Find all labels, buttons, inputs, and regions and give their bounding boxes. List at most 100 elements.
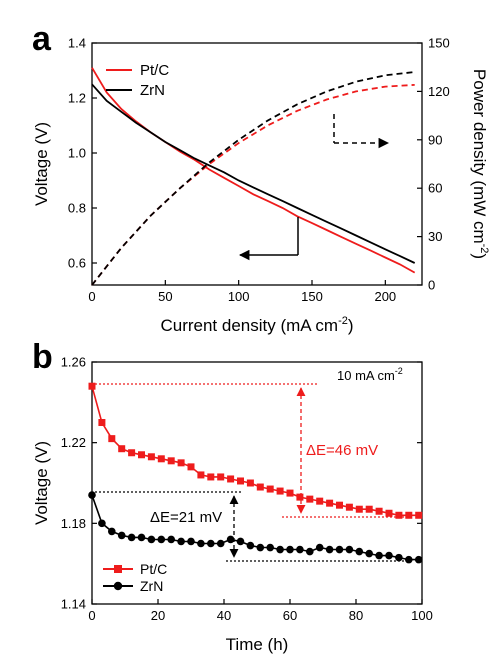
panel-b-series-layer bbox=[88, 382, 423, 564]
panel-b-point-ptc bbox=[147, 453, 155, 461]
panel-a-axis-ticks: 0 50 100 150 200 0.6 0.8 1.0 1.2 1.4 0 30 60 90 120 150 bbox=[68, 36, 450, 305]
panel-b-point-zrn bbox=[207, 539, 215, 548]
panel-b-legend: Pt/C ZrN bbox=[103, 561, 167, 594]
panel-b-point-ptc bbox=[276, 487, 284, 495]
panel-b-point-zrn bbox=[345, 545, 354, 554]
panel-b-point-zrn bbox=[157, 535, 166, 544]
panel-b-point-zrn bbox=[306, 547, 314, 556]
panel-b-point-zrn bbox=[246, 541, 255, 550]
panel-b-point-zrn bbox=[127, 533, 136, 542]
panel-a-plot-frame bbox=[91, 42, 423, 286]
panel-b-point-ptc bbox=[177, 459, 185, 467]
panel-a-x-tick-label: 0 bbox=[88, 289, 95, 304]
panel-b-point-ptc bbox=[385, 509, 393, 517]
panel-a-x-tick-label: 50 bbox=[158, 289, 172, 304]
panel-b-point-ptc bbox=[375, 507, 383, 515]
panel-b-point-zrn bbox=[395, 553, 403, 562]
panel-b-point-ptc bbox=[88, 382, 96, 390]
panel-b-condition-label: 10 mA cm-2 bbox=[337, 366, 403, 383]
panel-b-point-zrn bbox=[216, 539, 225, 548]
panel-b-x-tick-label: 80 bbox=[349, 608, 363, 623]
panel-b-point-ptc bbox=[197, 471, 205, 479]
panel-a-y2-tick-label: 60 bbox=[428, 181, 442, 196]
panel-a-power-curve-zrn bbox=[91, 71, 415, 286]
panel-b-delta-ptc-guides bbox=[95, 383, 408, 518]
panel-b-point-zrn bbox=[117, 531, 126, 540]
panel-b-x-tick-label: 40 bbox=[217, 608, 231, 623]
legend-b-zrn-marker bbox=[113, 581, 123, 591]
legend-b-ptc-label: Pt/C bbox=[140, 561, 167, 577]
panel-b-point-zrn bbox=[88, 491, 96, 499]
panel-b-x-axis-title: Time (h) bbox=[226, 635, 289, 654]
panel-b-point-ptc bbox=[336, 501, 343, 509]
panel-b-y-tick-label: 1.14 bbox=[61, 597, 86, 612]
panel-b-point-ptc bbox=[405, 511, 413, 519]
panel-b-point-ptc bbox=[306, 495, 314, 503]
legend-b-ptc-marker bbox=[114, 565, 122, 573]
panel-b-point-ptc bbox=[227, 475, 235, 483]
panel-b-point-zrn bbox=[335, 545, 344, 554]
panel-a-y2-tick-label: 90 bbox=[428, 132, 442, 147]
panel-b-point-ptc bbox=[246, 479, 254, 487]
panel-a-x-tick-label: 100 bbox=[228, 289, 250, 304]
panel-a-x-tick-label: 150 bbox=[301, 289, 323, 304]
panel-b-point-ptc bbox=[187, 463, 195, 471]
panel-b-point-zrn bbox=[365, 549, 374, 558]
panel-b-point-zrn bbox=[405, 555, 413, 564]
legend-b-zrn-label: ZrN bbox=[140, 578, 163, 594]
panel-a-legend: Pt/C ZrN bbox=[106, 62, 169, 99]
panel-a-series-layer bbox=[91, 67, 416, 286]
panel-b-line-ptc bbox=[91, 385, 419, 517]
panel-b-delta-ptc-label: ΔE=46 mV bbox=[306, 442, 378, 459]
panel-b-point-ptc bbox=[345, 503, 353, 511]
panel-a-y-tick-label: 0.6 bbox=[68, 256, 86, 271]
panel-b-delta-zrn-guides bbox=[95, 491, 408, 562]
legend-zrn-label: ZrN bbox=[140, 82, 165, 99]
panel-b-x-tick-label: 100 bbox=[411, 608, 433, 623]
panel-b-point-ptc bbox=[118, 445, 126, 453]
panel-a-power-axis-arrow bbox=[333, 114, 390, 149]
panel-b-y-tick-label: 1.26 bbox=[61, 355, 86, 370]
panel-a-x-axis-title: Current density (mA cm-2) bbox=[160, 315, 353, 335]
panel-b-point-ptc bbox=[157, 455, 165, 463]
panel-b-point-zrn bbox=[236, 537, 245, 546]
panel-b-point-zrn bbox=[266, 543, 275, 552]
panel-b-point-zrn bbox=[375, 551, 383, 560]
panel-a: a 0 50 100 150 200 0.6 0.8 1.0 1.2 1.4 0 30 60 90 120 1… bbox=[32, 20, 490, 335]
panel-b-point-zrn bbox=[355, 547, 364, 556]
panel-b-point-zrn bbox=[187, 537, 195, 546]
panel-a-y2-tick-label: 0 bbox=[428, 278, 435, 293]
panel-b-x-tick-label: 20 bbox=[151, 608, 165, 623]
panel-b-point-zrn bbox=[286, 545, 294, 554]
panel-b-line-zrn bbox=[91, 494, 419, 561]
legend-ptc-label: Pt/C bbox=[140, 62, 169, 79]
panel-a-label: a bbox=[32, 20, 52, 58]
panel-b-point-zrn bbox=[147, 535, 156, 544]
panel-a-y-tick-label: 0.8 bbox=[68, 201, 86, 216]
panel-b-label: b bbox=[32, 338, 53, 376]
panel-b-point-zrn bbox=[197, 539, 205, 548]
panel-a-y2-tick-label: 120 bbox=[428, 84, 450, 99]
panel-b-point-zrn bbox=[137, 533, 146, 542]
panel-b: b 0 20 40 60 80 100 1.14 1.18 1.22 1.26 10 mA cm-… bbox=[32, 338, 433, 654]
panel-a-y-tick-label: 1.0 bbox=[68, 146, 86, 161]
panel-b-point-ptc bbox=[286, 489, 294, 497]
panel-b-point-ptc bbox=[365, 505, 373, 513]
panel-a-y-tick-label: 1.4 bbox=[68, 36, 86, 51]
panel-b-point-ptc bbox=[167, 457, 175, 465]
panel-b-point-ptc bbox=[217, 473, 225, 481]
panel-b-point-ptc bbox=[207, 473, 215, 481]
panel-b-axis-ticks: 0 20 40 60 80 100 1.14 1.18 1.22 1.26 bbox=[61, 355, 433, 624]
panel-b-point-ptc bbox=[237, 477, 244, 485]
panel-b-point-zrn bbox=[414, 555, 423, 564]
panel-a-y2-tick-label: 30 bbox=[428, 229, 442, 244]
panel-b-point-ptc bbox=[395, 511, 403, 519]
panel-b-point-zrn bbox=[276, 545, 284, 554]
panel-b-point-ptc bbox=[108, 435, 116, 443]
panel-b-x-tick-label: 60 bbox=[283, 608, 297, 623]
panel-b-point-ptc bbox=[415, 511, 423, 519]
panel-a-y2-tick-label: 150 bbox=[428, 36, 450, 51]
panel-a-y-tick-label: 1.2 bbox=[68, 91, 86, 106]
panel-b-point-ptc bbox=[138, 451, 145, 459]
